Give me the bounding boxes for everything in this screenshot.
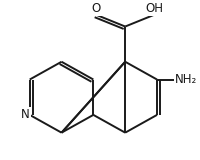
Text: N: N: [21, 108, 30, 121]
Text: OH: OH: [145, 2, 163, 15]
Text: NH₂: NH₂: [175, 73, 197, 86]
Text: O: O: [92, 2, 101, 15]
